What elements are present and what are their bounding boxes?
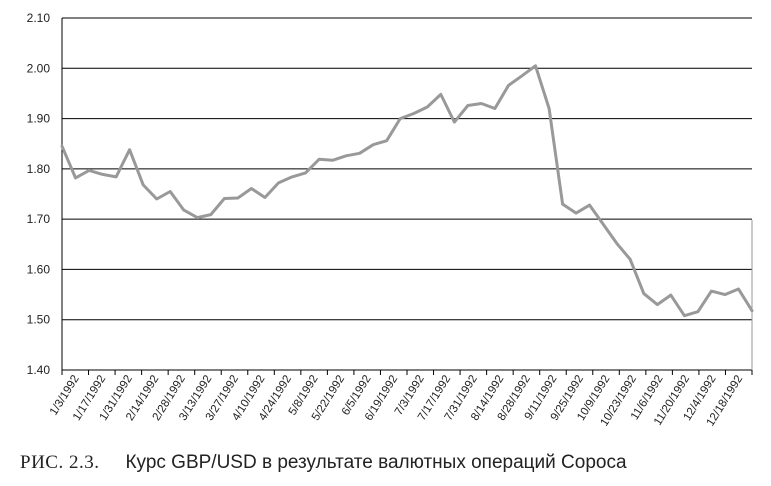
gbp-usd-series-line [60,64,754,318]
y-tick-label: 2.10 [27,11,51,25]
y-tick-label: 1.90 [27,112,51,126]
figure-caption-text: Курс GBP/USD в результате валютных опера… [125,452,627,473]
y-tick-label: 1.80 [27,162,51,176]
y-tick-label: 1.50 [27,313,51,327]
y-tick-label: 2.00 [27,61,51,75]
figure-label: РИС. 2.3. [20,452,100,473]
figure-caption: РИС. 2.3. Курс GBP/USD в результате валют… [20,452,627,474]
gbp-usd-line-chart: 1.40 1.50 1.60 1.70 1.80 1.90 2.00 2.10 1/3/199… [27,11,754,428]
y-tick-label: 1.60 [27,262,51,276]
x-axis-tick-labels: 1/3/19921/17/19921/31/19922/14/19922/28/… [48,373,745,428]
y-tick-label: 1.70 [27,212,51,226]
x-axis-tick-marks [61,370,753,375]
grid-lines [62,17,752,321]
y-axis-tick-labels: 1.40 1.50 1.60 1.70 1.80 1.90 2.00 2.10 [27,11,51,377]
y-tick-label: 1.40 [27,363,51,377]
